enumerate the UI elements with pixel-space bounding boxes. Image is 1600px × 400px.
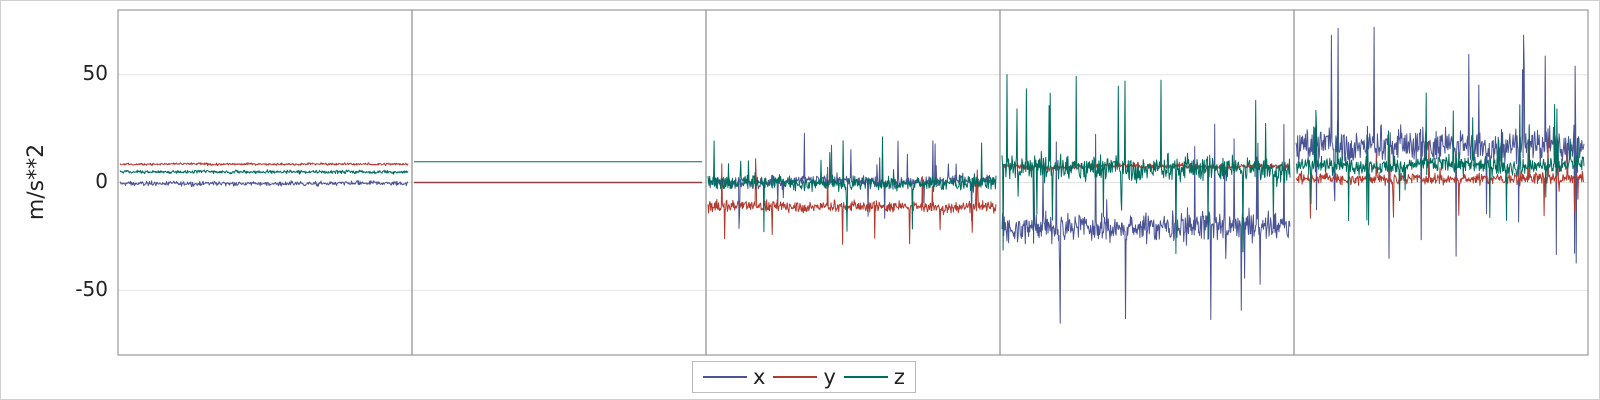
legend-label-x: x (753, 365, 766, 389)
y-axis-title: m/s**2 (24, 144, 49, 220)
y-tick-label-2: -50 (75, 277, 108, 301)
series-z-panel-1 (119, 169, 409, 175)
series-y-panel-3 (707, 158, 997, 245)
legend-swatch-z (843, 376, 888, 378)
y-tick-label-0: 50 (83, 61, 108, 85)
panel-5 (1293, 9, 1589, 356)
series-layer (119, 26, 1585, 324)
panel-borders (117, 9, 1589, 356)
legend-swatch-y (773, 376, 818, 378)
legend-item-x: x (703, 365, 765, 389)
y-tick-label-1: 0 (95, 169, 108, 193)
legend: x y z (692, 361, 916, 393)
legend-item-z: z (843, 365, 905, 389)
series-z-panel-3 (707, 136, 997, 233)
series-x-panel-4 (1001, 123, 1291, 324)
series-x-panel-1 (119, 180, 409, 188)
series-y-panel-1 (119, 162, 409, 167)
legend-item-y: y (773, 365, 836, 389)
legend-swatch-x (703, 376, 747, 378)
series-z-panel-5 (1295, 92, 1585, 226)
series-y-panel-5 (1295, 137, 1585, 219)
series-x-panel-5 (1295, 26, 1585, 264)
series-z-panel-4 (1001, 74, 1291, 254)
legend-label-y: y (823, 365, 836, 389)
legend-label-z: z (893, 365, 905, 389)
y-axis: 50 0 -50 (75, 61, 108, 301)
